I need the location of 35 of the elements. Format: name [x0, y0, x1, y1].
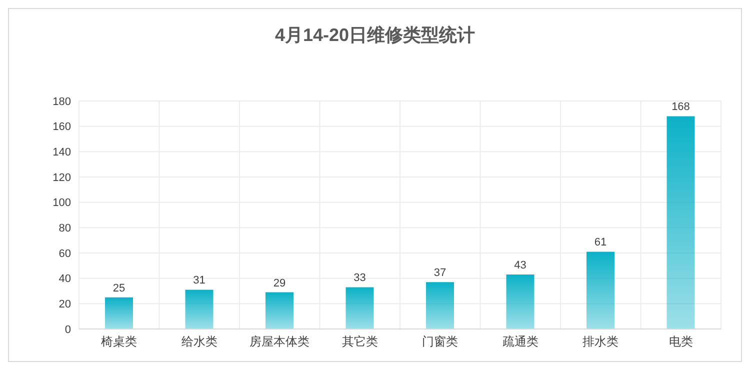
y-tick-label: 160: [52, 121, 71, 134]
y-tick-label: 60: [58, 248, 71, 260]
x-tick-label: 排水类: [582, 334, 619, 349]
bar: [346, 287, 374, 329]
data-label: 43: [514, 260, 526, 272]
bar: [105, 297, 133, 329]
x-tick-label: 给水类: [181, 334, 218, 349]
x-tick-label: 房屋本体类: [250, 334, 310, 349]
y-tick-label: 80: [58, 222, 71, 235]
y-tick-label: 40: [58, 273, 71, 286]
y-tick-label: 140: [52, 146, 71, 159]
x-tick-label: 电类: [668, 334, 693, 349]
x-tick-label: 疏通类: [502, 334, 538, 349]
bar: [506, 274, 534, 329]
data-label: 33: [354, 272, 366, 284]
data-label: 31: [193, 274, 206, 287]
bar: [266, 292, 294, 329]
x-tick-label: 椅桌类: [101, 334, 138, 349]
bar: [185, 290, 214, 329]
data-label: 168: [672, 101, 690, 114]
data-label: 37: [434, 267, 446, 280]
y-tick-label: 120: [52, 172, 71, 184]
y-tick-label: 180: [52, 96, 71, 108]
bar: [586, 252, 614, 329]
data-label: 25: [112, 282, 126, 294]
chart-title: 4月14-20日维修类型统计: [274, 24, 476, 47]
data-label: 61: [594, 236, 607, 249]
bar: [666, 116, 695, 329]
y-tick-label: 100: [52, 197, 71, 210]
x-tick-label: 门窗类: [422, 334, 458, 349]
y-tick-label: 20: [58, 298, 71, 311]
x-tick-label: 其它类: [342, 334, 378, 349]
y-tick-label: 0: [64, 324, 71, 336]
data-label: 29: [273, 277, 286, 290]
bar: [426, 282, 454, 329]
